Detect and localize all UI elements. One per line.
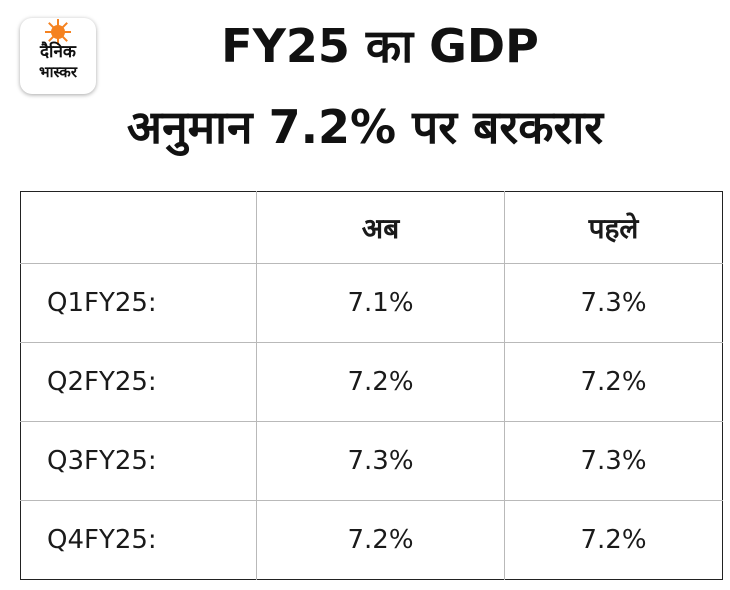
table-row: Q2FY25: 7.2% 7.2% <box>20 342 723 422</box>
header-empty-cell <box>20 191 257 264</box>
table-row: Q3FY25: 7.3% 7.3% <box>20 421 723 501</box>
before-value-cell: 7.3% <box>504 421 723 501</box>
headline-line-1: FY25 का GDP <box>221 19 539 73</box>
dainik-bhaskar-logo: दैनिक भास्कर <box>20 18 96 94</box>
before-value-cell: 7.3% <box>504 263 723 343</box>
table-header-row: अब पहले <box>20 191 723 264</box>
period-cell: Q2FY25: <box>20 342 257 422</box>
now-value-cell: 7.3% <box>256 421 505 501</box>
headline-line-2: अनुमान 7.2% पर बरकरार <box>126 100 604 154</box>
before-value-cell: 7.2% <box>504 342 723 422</box>
period-cell: Q4FY25: <box>47 525 157 555</box>
header-now: अब <box>256 191 505 264</box>
logo-word-1: दैनिक <box>40 42 76 62</box>
before-value-cell: 7.2% <box>504 500 723 580</box>
period-cell: Q3FY25: <box>20 421 257 501</box>
logo-word-2: भास्कर <box>39 63 77 81</box>
now-value-cell: 7.1% <box>256 263 505 343</box>
now-value-cell: 7.2% <box>256 342 505 422</box>
now-value-cell: 7.2% <box>256 500 505 580</box>
gdp-estimate-table: अब पहले Q1FY25: 7.1% 7.3% Q2FY25: 7.2% 7… <box>20 191 723 580</box>
table-row: Q4FY25: 7.2% 7.2% <box>21 500 723 580</box>
logo-sun-icon <box>51 25 65 39</box>
table-row: Q1FY25: 7.1% 7.3% <box>20 263 723 343</box>
header-before: पहले <box>504 191 723 264</box>
period-cell: Q1FY25: <box>20 263 257 343</box>
